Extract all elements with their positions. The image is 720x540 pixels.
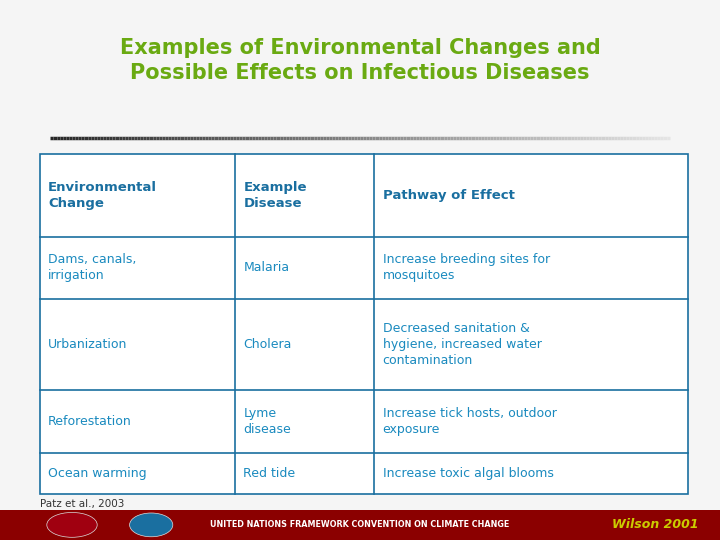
Text: Pathway of Effect: Pathway of Effect [383,189,515,202]
Text: Environmental
Change: Environmental Change [48,181,157,210]
Text: Urbanization: Urbanization [48,338,127,351]
Text: Examples of Environmental Changes and
Possible Effects on Infectious Diseases: Examples of Environmental Changes and Po… [120,38,600,83]
Text: UNITED NATIONS FRAMEWORK CONVENTION ON CLIMATE CHANGE: UNITED NATIONS FRAMEWORK CONVENTION ON C… [210,521,510,529]
Bar [40,154,688,494]
Text: Increase toxic algal blooms: Increase toxic algal blooms [383,467,554,480]
Ellipse shape [47,512,97,537]
Text: Reforestation: Reforestation [48,415,132,428]
Text: Dams, canals,
irrigation: Dams, canals, irrigation [48,253,137,282]
Text: Cholera: Cholera [243,338,292,351]
Text: Red tide: Red tide [243,467,295,480]
Bar [40,154,688,494]
Text: Malaria: Malaria [243,261,289,274]
Text: Lyme
disease: Lyme disease [243,407,291,436]
Text: Increase tick hosts, outdoor
exposure: Increase tick hosts, outdoor exposure [383,407,557,436]
Text: Ocean warming: Ocean warming [48,467,147,480]
Text: Increase breeding sites for
mosquitoes: Increase breeding sites for mosquitoes [383,253,550,282]
Text: Example
Disease: Example Disease [243,181,307,210]
Text: Wilson 2001: Wilson 2001 [612,518,698,531]
Text: Patz et al., 2003: Patz et al., 2003 [40,500,124,510]
Text: Decreased sanitation &
hygiene, increased water
contamination: Decreased sanitation & hygiene, increase… [383,322,541,367]
Ellipse shape [130,513,173,537]
Bar [0,510,720,540]
